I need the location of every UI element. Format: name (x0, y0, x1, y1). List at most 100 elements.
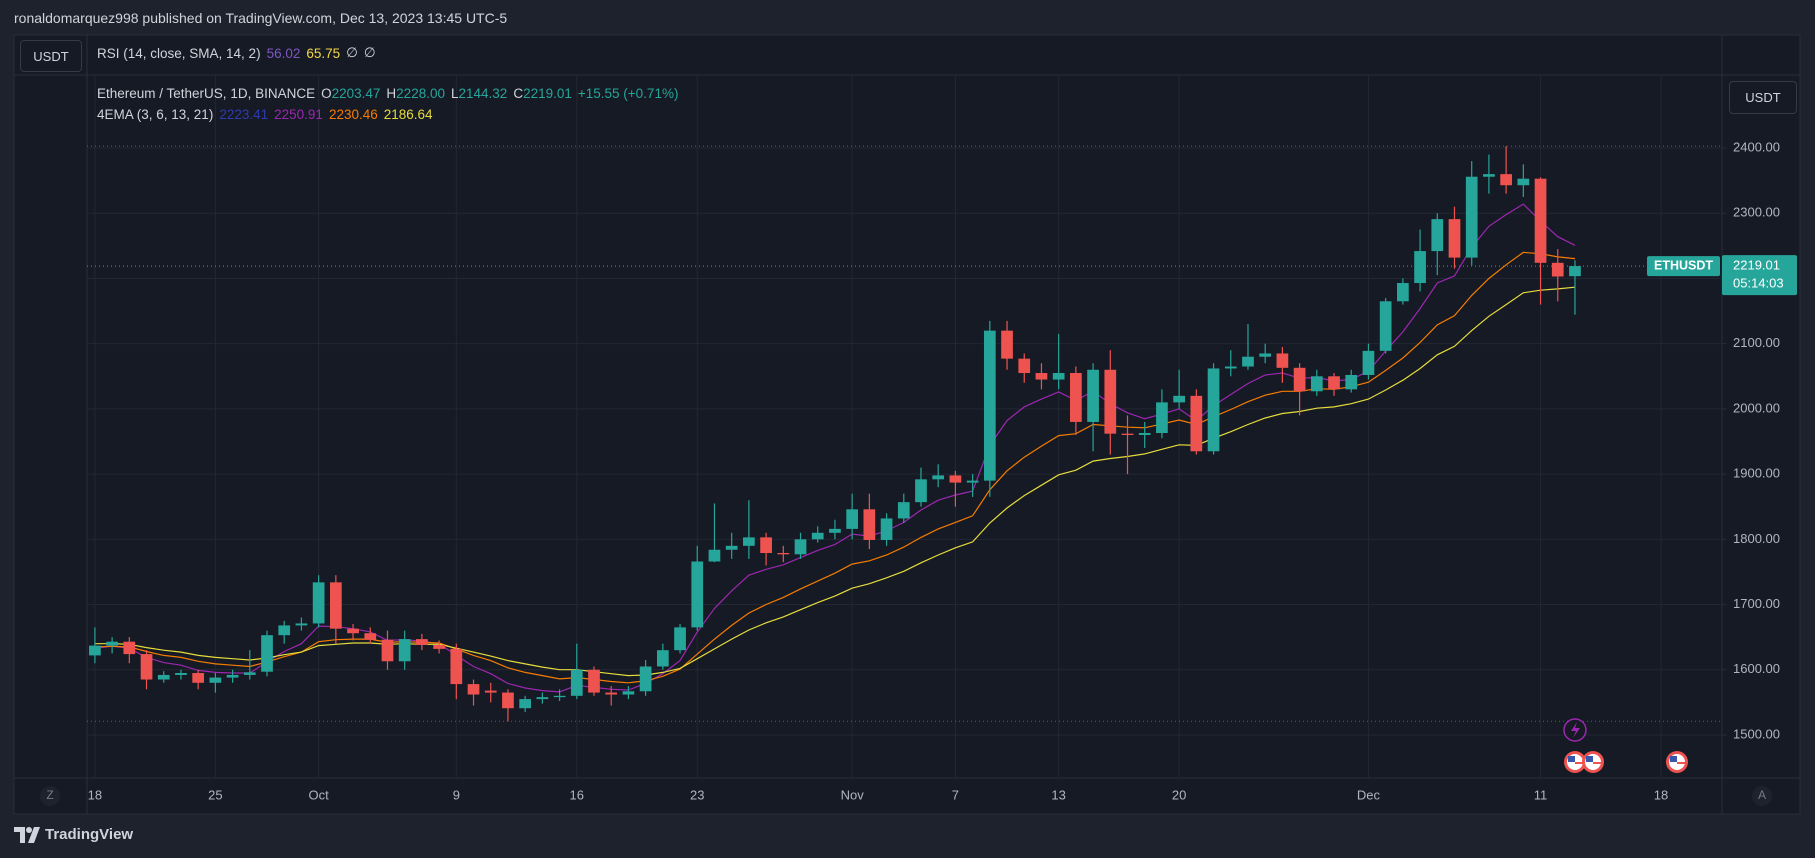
publish-info: ronaldomarquez998 published on TradingVi… (14, 10, 508, 26)
tv-logo (14, 826, 40, 843)
candle-body (1207, 368, 1220, 452)
candle-body (811, 532, 824, 540)
candle-body (708, 549, 721, 562)
rsi-value: 56.02 (266, 45, 301, 61)
candle-body (1328, 376, 1340, 390)
candle-body (1224, 366, 1237, 369)
candle-body (278, 625, 291, 636)
candle-body (863, 509, 876, 540)
candle-body (1001, 330, 1013, 359)
candle-body (1483, 174, 1495, 177)
auto-scale-z[interactable]: Z (46, 788, 53, 802)
y-tick-label: 1800.00 (1733, 531, 1780, 546)
candle-body (656, 650, 669, 667)
x-tick-label: 20 (1172, 787, 1186, 802)
candle-body (829, 528, 841, 533)
indicator-label: 4EMA (3, 6, 13, 21) (97, 107, 214, 122)
ohlc-item: L2144.32 (451, 86, 507, 101)
candle-body (553, 695, 566, 698)
x-tick-label: 18 (1654, 787, 1668, 802)
candle-body (1310, 376, 1323, 392)
candle-body (467, 684, 480, 695)
candle-body (364, 633, 377, 640)
y-tick-label: 2000.00 (1733, 400, 1780, 415)
y-tick-label: 2300.00 (1733, 205, 1780, 220)
x-tick-label: Oct (309, 787, 330, 802)
candle-body (295, 623, 308, 626)
candle-body (605, 692, 618, 695)
candle-body (932, 475, 945, 480)
candle-body (416, 639, 428, 645)
candle-body (674, 627, 686, 651)
candle-body (1173, 395, 1185, 403)
currency-button[interactable]: USDT (20, 40, 82, 72)
candle-body (1138, 433, 1151, 435)
y-tick-label: 2400.00 (1733, 139, 1780, 154)
candle-body (966, 480, 979, 483)
candle-body (1259, 353, 1272, 357)
candle-body (794, 539, 807, 555)
ema-line (94, 286, 1576, 677)
x-tick-label: 11 (1534, 787, 1548, 802)
candle-body (450, 648, 463, 685)
candle-body (89, 645, 101, 656)
candle-body (1070, 373, 1082, 422)
candle-body (347, 628, 359, 634)
flag-icon[interactable] (1564, 751, 1586, 773)
candle-body (983, 330, 996, 481)
event-icons (1563, 718, 1688, 773)
y-tick-label: 1900.00 (1733, 466, 1780, 481)
countdown-label: 05:14:03 (1733, 276, 1784, 291)
candle-body (123, 641, 136, 655)
candle-body (1087, 369, 1099, 422)
rsi-label: RSI (14, close, SMA, 14, 2) (97, 45, 261, 61)
x-tick-label: 13 (1051, 787, 1065, 802)
candle-body (261, 635, 273, 672)
candle-body (897, 502, 910, 519)
candle-body (846, 509, 858, 529)
candle-body (1018, 358, 1031, 374)
candle-body (226, 674, 239, 678)
candle-body (1414, 251, 1426, 284)
ohlc-key: H (386, 86, 397, 101)
candle-body (1362, 350, 1375, 375)
candle-body (1569, 266, 1581, 277)
candle-body (1104, 369, 1117, 434)
x-tick-label: 25 (208, 787, 222, 802)
candle-body (1121, 433, 1134, 435)
ohlc-item: C2219.01 (513, 86, 572, 101)
candle-body (329, 582, 342, 629)
candle-body (691, 561, 704, 628)
main-legend: Ethereum / TetherUS, 1D, BINANCE O2203.47… (97, 86, 678, 101)
rsi-extra: ∅ (346, 45, 358, 60)
x-tick-label: 9 (453, 787, 460, 802)
candle-body (760, 537, 772, 554)
ohlc-key: O (321, 86, 332, 101)
ohlc-value: 2144.32 (458, 86, 508, 101)
flag-icon[interactable] (1666, 751, 1688, 773)
ohlc-item: H2228.00 (386, 86, 445, 101)
x-tick-label: 18 (88, 787, 102, 802)
x-tick-label: 16 (570, 787, 584, 802)
auto-scale-a[interactable]: A (1758, 788, 1766, 802)
candle-body (140, 654, 153, 680)
currency-button[interactable]: USDT (1729, 81, 1797, 114)
flag-icon[interactable] (1582, 751, 1604, 773)
lightning (1571, 722, 1580, 738)
candle-body (106, 641, 118, 646)
candle-body (398, 639, 411, 662)
symbol-tag (1647, 256, 1720, 277)
candle-body (1379, 301, 1392, 351)
ohlc-value: 2219.01 (523, 86, 572, 101)
rsi-legend: RSI (14, close, SMA, 14, 2) 56.02 65.75 ∅ ∅ (97, 45, 376, 61)
candle-body (1465, 176, 1478, 258)
scale-button-bg (40, 786, 60, 806)
candle-body (1397, 283, 1409, 302)
candle-body (1431, 219, 1444, 252)
symbol-tag-label: ETHUSDT (1654, 258, 1713, 272)
scale-button-bg (1752, 786, 1772, 806)
symbol-title: Ethereum / TetherUS, 1D, BINANCE (97, 86, 316, 101)
x-tick-label: 23 (690, 787, 704, 802)
candle-body (1052, 373, 1065, 380)
